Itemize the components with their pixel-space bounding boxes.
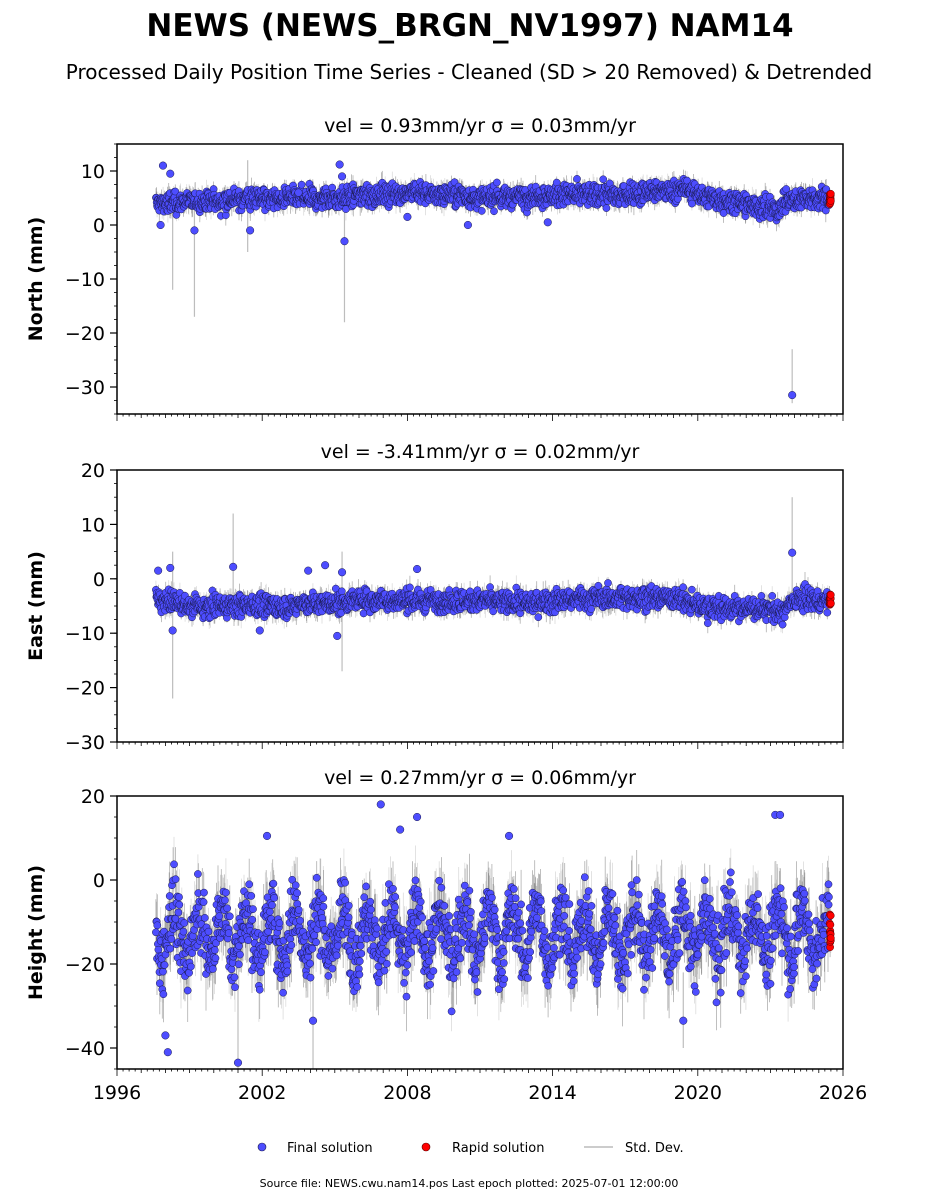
north-final-point [294, 188, 303, 197]
figure-title: NEWS (NEWS_BRGN_NV1997) NAM14 [146, 8, 793, 44]
north-panel: 10 0 −10 −20 −30 vel = 0.93mm/yr σ = 0.03mm/y… [25, 115, 844, 421]
north-final-point [543, 218, 552, 227]
north-final-point [493, 178, 501, 187]
y-tick-label: −20 [65, 323, 105, 345]
north-final-point [782, 185, 791, 193]
north-rapid-point [826, 197, 835, 205]
north-final-point [297, 180, 306, 189]
north-final-point [602, 204, 611, 212]
y-tick-label: 10 [81, 161, 105, 183]
north-final-point [788, 391, 797, 400]
north-final-point [335, 160, 344, 169]
north-final-point [328, 183, 337, 192]
y-tick-label: 0 [93, 215, 105, 237]
north-final-point [156, 220, 165, 230]
north-final-point [246, 226, 255, 235]
north-y-axis-label: North (mm) [25, 217, 47, 342]
north-final-point [340, 237, 349, 246]
north-final-point [463, 220, 472, 230]
north-final-point [166, 169, 175, 178]
north-final-point [688, 199, 696, 208]
north-final-point [190, 226, 199, 235]
north-final-point [573, 175, 581, 183]
north-final-point [338, 172, 347, 181]
north-final-point [599, 175, 608, 184]
figure-subtitle: Processed Daily Position Time Series - C… [66, 60, 872, 84]
north-points [152, 160, 835, 400]
north-rapid-point [826, 189, 835, 198]
north-final-point [171, 187, 180, 196]
north-final-point [490, 207, 498, 216]
y-tick-label: −10 [65, 269, 105, 291]
north-final-point [477, 207, 486, 215]
north-x-ticks [116, 414, 844, 421]
north-final-point [403, 212, 412, 221]
north-final-point [158, 161, 168, 170]
north-velocity-title: vel = 0.93mm/yr σ = 0.03mm/yr [324, 115, 636, 137]
y-tick-label: −30 [65, 377, 105, 399]
